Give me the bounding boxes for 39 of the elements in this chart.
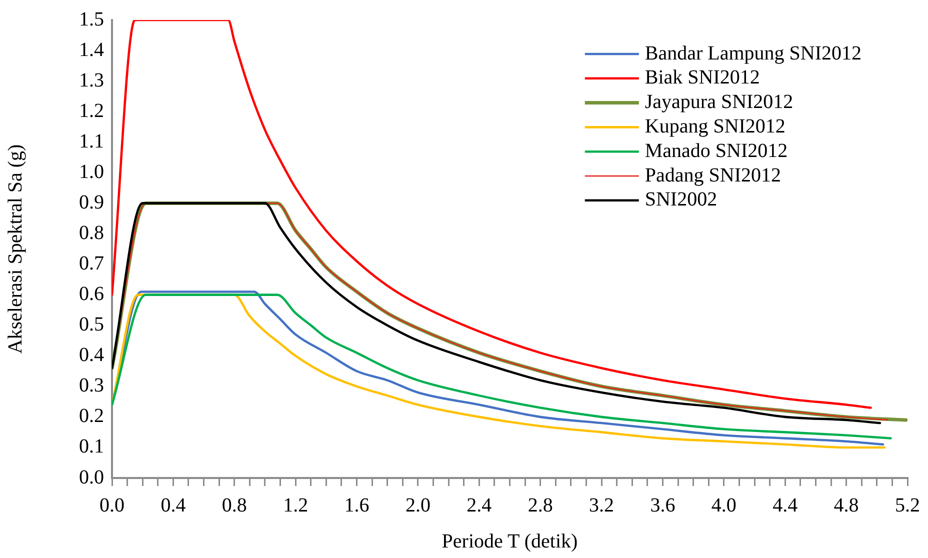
y-tick-label: 1.0	[79, 160, 104, 183]
x-tick-label: 2.0	[405, 494, 430, 516]
y-tick-label: 1.3	[79, 69, 104, 92]
x-tick-label: 3.6	[650, 494, 676, 516]
y-tick-label: 0.6	[79, 283, 104, 306]
x-tick-label: 5.2	[895, 494, 920, 516]
x-tick-label: 1.6	[344, 494, 370, 516]
x-axis-title: Periode T (detik)	[442, 530, 578, 552]
x-tick-label: 4.4	[772, 494, 798, 516]
y-tick-label: 0.8	[79, 222, 104, 244]
y-tick-label: 0.3	[79, 374, 104, 397]
y-tick-label: 0.9	[79, 191, 104, 214]
y-tick-label: 0.7	[79, 252, 104, 275]
legend-label: Jayapura SNI2012	[644, 91, 794, 114]
x-tick-label: 0.0	[100, 494, 124, 516]
x-tick-label: 0.8	[222, 494, 247, 516]
y-axis-title: Akselerasi Spektral Sa (g)	[4, 144, 26, 354]
x-tick-label: 4.8	[834, 494, 859, 516]
x-tick-label: 4.0	[711, 494, 736, 516]
legend-label: Padang SNI2012	[644, 164, 781, 186]
y-tick-label: 0.4	[79, 344, 104, 366]
y-tick-label: 0.0	[79, 466, 104, 488]
x-tick-label: 2.4	[466, 494, 492, 516]
legend-label: Manado SNI2012	[644, 140, 788, 162]
x-tick-label: 2.8	[528, 494, 553, 516]
x-tick-label: 3.2	[589, 494, 614, 516]
legend-label: Biak SNI2012	[644, 66, 760, 89]
y-tick-label: 0.2	[79, 405, 104, 428]
x-tick-label: 1.2	[283, 494, 308, 516]
y-tick-label: 1.2	[79, 100, 104, 122]
y-tick-label: 0.5	[79, 314, 104, 336]
legend-label: SNI2002	[644, 188, 718, 211]
y-tick-label: 0.1	[79, 436, 104, 458]
y-tick-label: 1.1	[79, 130, 104, 152]
y-tick-label: 1.4	[79, 38, 104, 61]
y-tick-label: 1.5	[79, 8, 104, 30]
legend-label: Kupang SNI2012	[644, 115, 786, 138]
x-tick-label: 0.4	[160, 494, 186, 516]
legend-label: Bandar Lampung SNI2012	[644, 42, 862, 64]
